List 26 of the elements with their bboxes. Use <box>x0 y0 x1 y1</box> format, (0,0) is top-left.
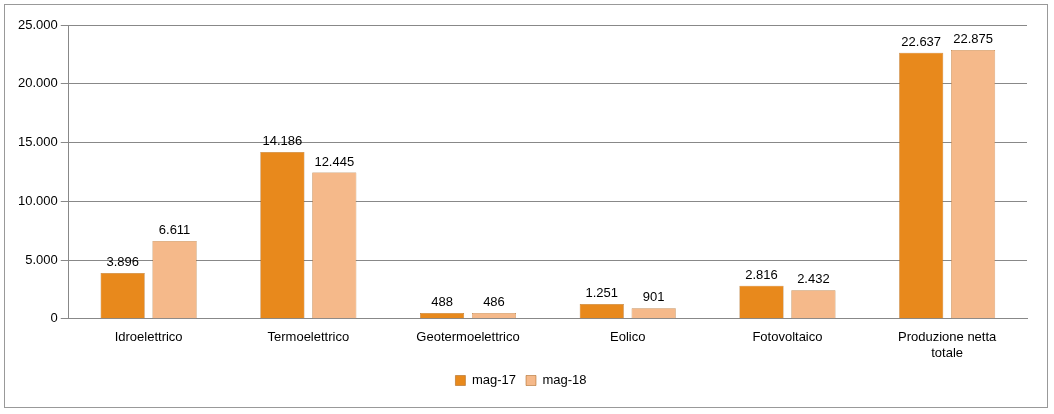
data-label: 3.896 <box>106 254 139 270</box>
x-tick-label: Idroelettrico <box>114 329 183 345</box>
data-label: 1.251 <box>585 285 619 301</box>
data-label: 901 <box>642 289 665 305</box>
data-label: 488 <box>431 294 453 310</box>
legend-label: mag-18 <box>542 372 587 388</box>
data-label: 22.875 <box>953 31 993 47</box>
y-tick-label: 15.000 <box>18 134 58 150</box>
data-label: 12.445 <box>314 153 355 169</box>
x-tick-label: Geotermoelettrico <box>416 329 520 345</box>
y-tick-label: 5.000 <box>25 251 58 267</box>
data-label: 2.816 <box>745 266 778 282</box>
data-label: 22.637 <box>901 33 942 49</box>
x-tick-label: Eolico <box>610 329 646 345</box>
y-tick-label: 0 <box>50 310 58 326</box>
y-tick-label: 20.000 <box>18 75 58 91</box>
y-tick-label: 25.000 <box>18 16 58 32</box>
data-label: 6.611 <box>158 222 191 238</box>
x-tick-label: Termoelettrico <box>267 329 350 345</box>
x-tick-label: Fotovoltaico <box>752 329 823 345</box>
legend-label: mag-17 <box>471 372 516 388</box>
data-label: 2.432 <box>797 271 830 287</box>
x-tick-label: Produzione netta totale <box>898 329 998 360</box>
y-tick-label: 10.000 <box>18 192 58 208</box>
data-label: 486 <box>483 294 505 310</box>
data-label: 14.186 <box>262 133 303 149</box>
